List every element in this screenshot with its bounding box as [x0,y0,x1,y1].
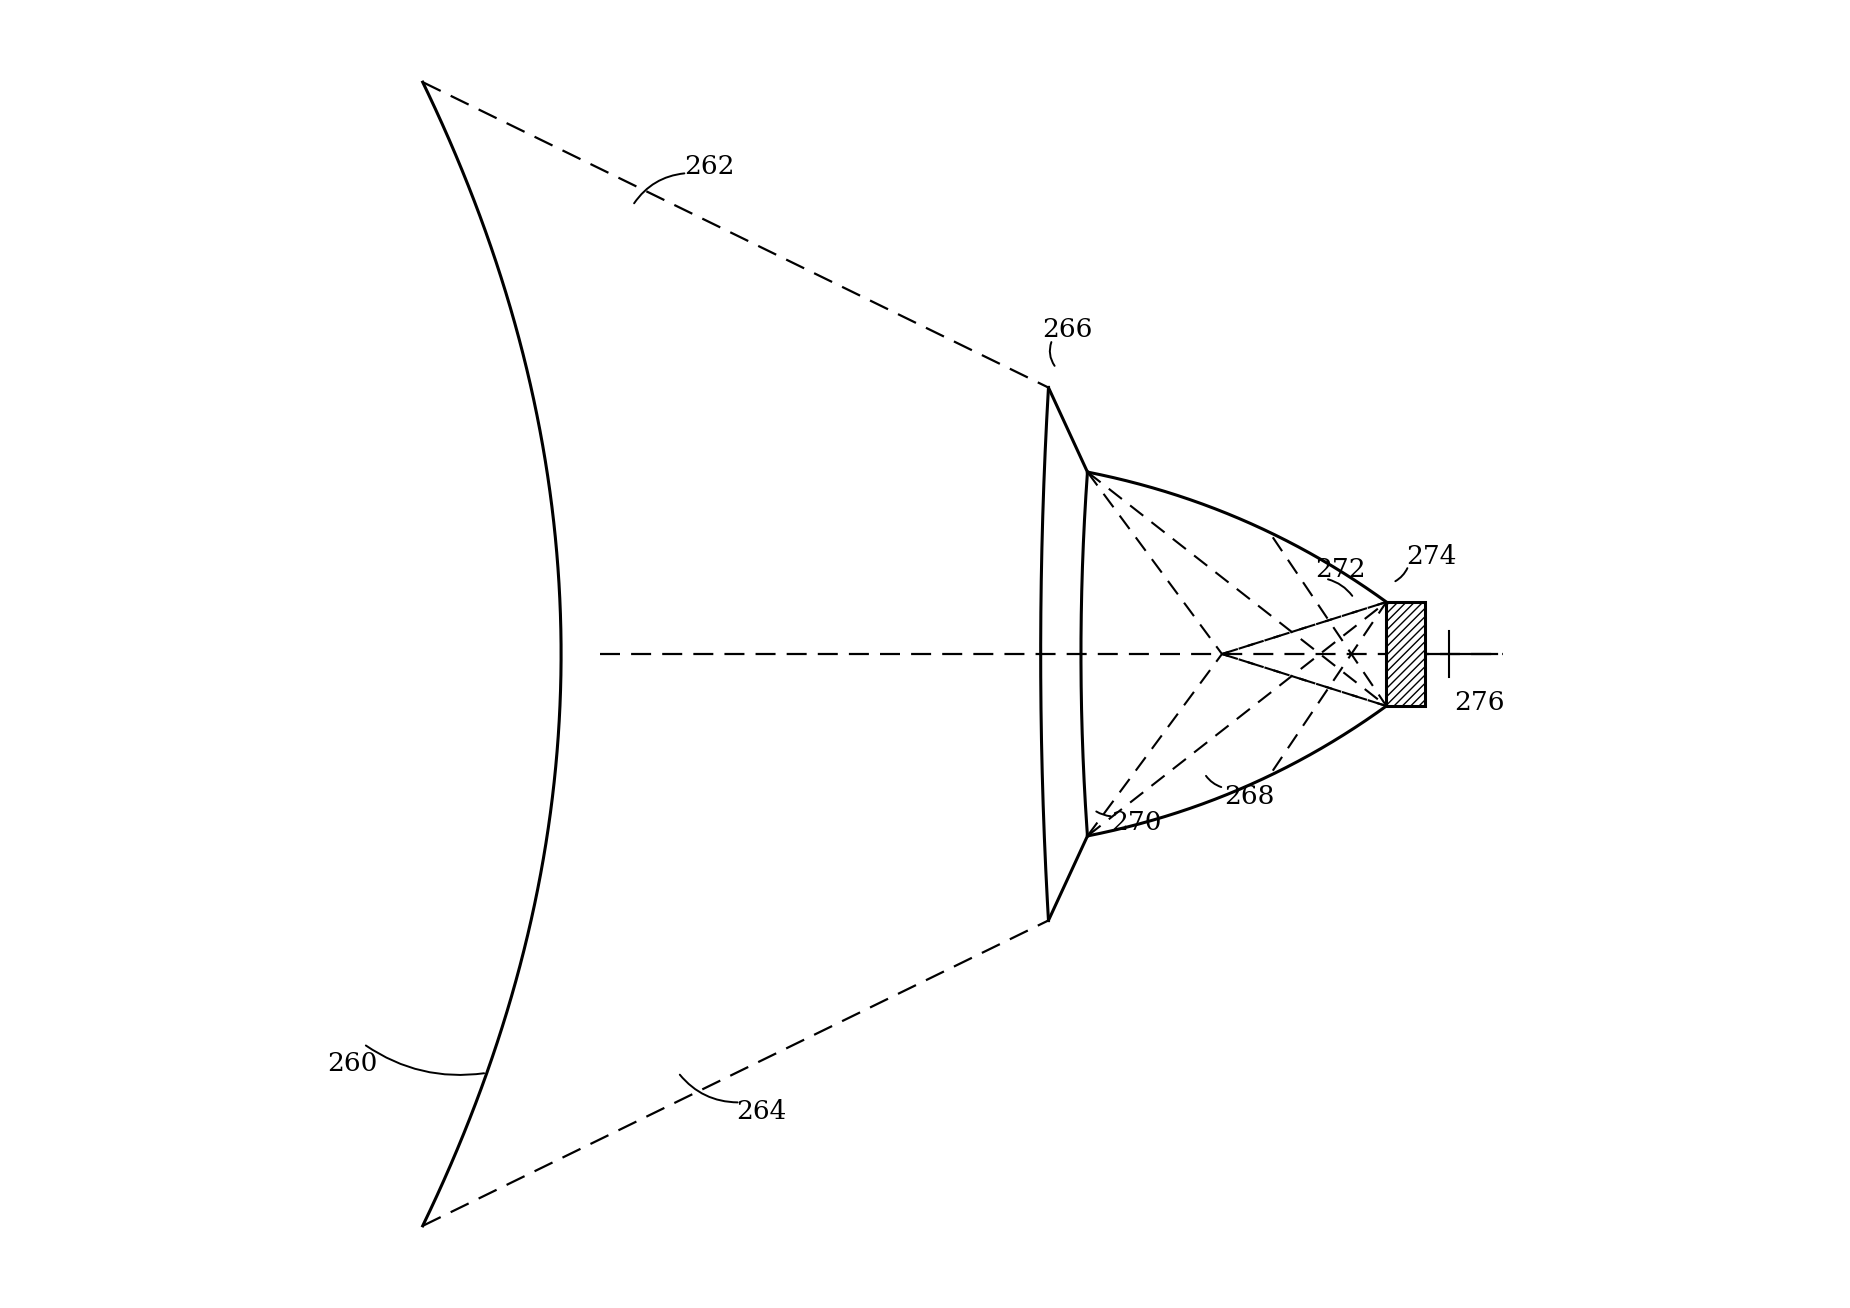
Text: 272: 272 [1315,557,1365,582]
Text: 276: 276 [1454,691,1504,715]
Text: 260: 260 [327,1050,377,1076]
Bar [1386,602,1425,706]
Text: 266: 266 [1042,317,1092,341]
Bar [1386,602,1425,706]
Text: 262: 262 [684,154,734,179]
Text: 270: 270 [1110,811,1162,836]
Text: 268: 268 [1225,785,1275,810]
Text: 264: 264 [736,1099,786,1124]
Text: 274: 274 [1406,544,1456,569]
